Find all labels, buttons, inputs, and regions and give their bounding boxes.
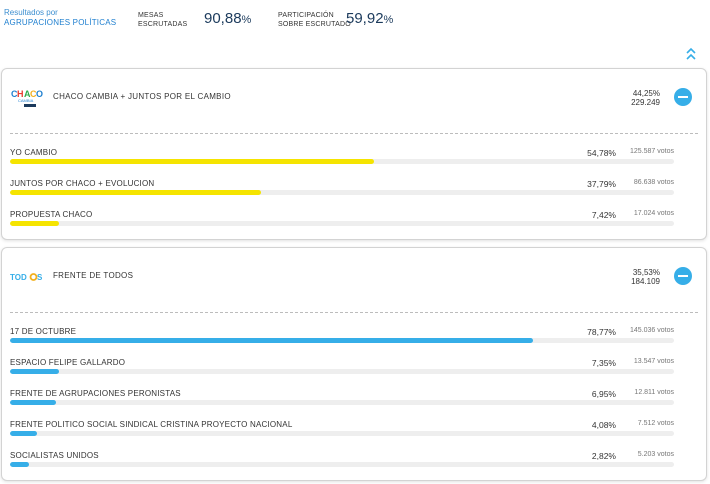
mesas-label-2: ESCRUTADAS — [138, 21, 188, 28]
list-name: FRENTE DE AGRUPACIONES PERONISTAS — [10, 389, 181, 398]
list-percent: 7,42% — [591, 210, 616, 220]
svg-text:C: C — [11, 89, 18, 99]
mesas-label-1: MESAS — [138, 12, 164, 19]
progress-track — [10, 159, 674, 164]
group-name: CHACO CAMBIA + JUNTOS POR EL CAMBIO — [53, 92, 231, 101]
list-name: YO CAMBIO — [10, 148, 58, 157]
summary-bar: Resultados por AGRUPACIONES POLÍTICAS ME… — [0, 0, 710, 40]
list-votes: 145.036 votos — [630, 327, 674, 334]
list-name: FRENTE POLITICO SOCIAL SINDICAL CRISTINA… — [10, 420, 293, 429]
progress-track — [10, 369, 674, 374]
progress-fill — [10, 190, 261, 195]
list-votes: 86.638 votos — [633, 179, 674, 186]
group-percent: 35,53% — [632, 268, 660, 277]
divider — [10, 133, 698, 134]
participacion: PARTICIPACIÓN SOBRE ESCRUTADO 59,92% — [278, 10, 393, 29]
list-row: YO CAMBIO 54,78% 125.587 votos — [10, 148, 674, 178]
participacion-label-1: PARTICIPACIÓN — [278, 12, 334, 19]
results-type[interactable]: AGRUPACIONES POLÍTICAS — [4, 18, 117, 27]
progress-fill — [10, 159, 374, 164]
list-percent: 7,35% — [591, 358, 616, 368]
group-header[interactable]: TOD S FRENTE DE TODOS 35,53% 184.109 — [2, 248, 706, 310]
progress-fill — [10, 369, 59, 374]
progress-fill — [10, 338, 534, 343]
progress-fill — [10, 431, 38, 436]
list-row: PROPUESTA CHACO 7,42% 17.024 votos — [10, 210, 674, 240]
svg-text:A: A — [24, 89, 31, 99]
list-votes: 13.547 votos — [633, 358, 674, 365]
list-percent: 2,82% — [591, 451, 616, 461]
list-row: FRENTE POLITICO SOCIAL SINDICAL CRISTINA… — [10, 420, 674, 450]
list-row: SOCIALISTAS UNIDOS 2,82% 5.203 votos — [10, 451, 674, 481]
frente-de-todos-logo: TOD S — [10, 270, 44, 292]
list-votes: 12.811 votos — [634, 389, 674, 396]
group-percent: 44,25% — [632, 89, 660, 98]
list-percent: 54,78% — [587, 148, 616, 158]
list-row: 17 DE OCTUBRE 78,77% 145.036 votos — [10, 327, 674, 357]
group-name: FRENTE DE TODOS — [53, 271, 134, 280]
list-row: JUNTOS POR CHACO + EVOLUCION 37,79% 86.6… — [10, 179, 674, 209]
list-name: 17 DE OCTUBRE — [10, 327, 77, 336]
svg-text:S: S — [37, 273, 43, 282]
progress-track — [10, 221, 674, 226]
double-chevron-up-icon[interactable] — [684, 46, 698, 64]
group-votes: 229.249 — [631, 98, 660, 107]
mesas-escrutadas: MESAS ESCRUTADAS 90,88% — [138, 10, 251, 29]
group-card-chaco-cambia: C H A C O CAMBIA CHACO CAMBIA + JUNTOS P… — [1, 68, 707, 240]
list-row: FRENTE DE AGRUPACIONES PERONISTAS 6,95% … — [10, 389, 674, 419]
list-name: PROPUESTA CHACO — [10, 210, 93, 219]
collapse-minus-icon[interactable] — [674, 267, 692, 285]
svg-text:TOD: TOD — [10, 273, 27, 282]
progress-fill — [10, 462, 29, 467]
divider — [10, 312, 698, 313]
progress-fill — [10, 400, 57, 405]
list-name: ESPACIO FELIPE GALLARDO — [10, 358, 126, 367]
participacion-label-2: SOBRE ESCRUTADO — [278, 21, 351, 28]
progress-fill — [10, 221, 60, 226]
group-totals: 35,53% 184.109 — [631, 268, 660, 286]
group-card-frente-de-todos: TOD S FRENTE DE TODOS 35,53% 184.109 17 … — [1, 247, 707, 481]
svg-text:O: O — [36, 89, 43, 99]
list-votes: 5.203 votos — [637, 451, 674, 458]
svg-text:C: C — [30, 89, 37, 99]
mesas-value: 90,88% — [204, 10, 252, 27]
progress-track — [10, 338, 674, 343]
list-name: SOCIALISTAS UNIDOS — [10, 451, 99, 460]
group-totals: 44,25% 229.249 — [631, 89, 660, 107]
list-percent: 37,79% — [587, 179, 616, 189]
svg-text:H: H — [17, 89, 24, 99]
list-percent: 4,08% — [591, 420, 616, 430]
results-label: Resultados por — [4, 8, 58, 17]
participacion-value: 59,92% — [346, 10, 394, 27]
group-votes: 184.109 — [631, 277, 660, 286]
list-name: JUNTOS POR CHACO + EVOLUCION — [10, 179, 155, 188]
progress-track — [10, 400, 674, 405]
group-header[interactable]: C H A C O CAMBIA CHACO CAMBIA + JUNTOS P… — [2, 69, 706, 131]
list-row: ESPACIO FELIPE GALLARDO 7,35% 13.547 vot… — [10, 358, 674, 388]
progress-track — [10, 190, 674, 195]
progress-track — [10, 431, 674, 436]
list-votes: 17.024 votos — [633, 210, 674, 217]
collapse-minus-icon[interactable] — [674, 88, 692, 106]
results-selector[interactable]: Resultados por AGRUPACIONES POLÍTICAS — [4, 8, 116, 28]
list-votes: 125.587 votos — [630, 148, 674, 155]
chaco-cambia-logo: C H A C O CAMBIA — [10, 87, 44, 109]
list-votes: 7.512 votos — [637, 420, 674, 427]
list-percent: 6,95% — [591, 389, 616, 399]
list-percent: 78,77% — [587, 327, 616, 337]
svg-text:CAMBIA: CAMBIA — [18, 98, 34, 103]
progress-track — [10, 462, 674, 467]
